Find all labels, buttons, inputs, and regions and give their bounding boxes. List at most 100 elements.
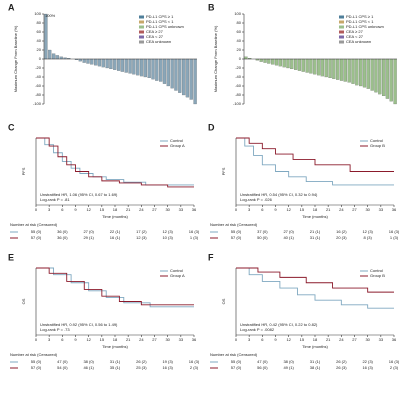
y-axis-label: PFS [221,167,226,175]
legend-label: PD-L1 CPS ≥ 1 [346,14,374,19]
risk-cell: 27 (0) [83,229,94,234]
panel-label: C [8,122,15,132]
bar [170,58,174,89]
x-tick-label: 0 [235,207,238,212]
survival-curve [36,267,194,306]
x-tick-label: 12 [286,337,291,342]
bar [339,58,344,81]
risk-cell: 29 (1) [83,235,94,240]
legend-label: Group A [170,273,185,278]
risk-cell: 26 (2) [136,359,147,364]
bar [359,58,363,87]
y-tick-label: -100 [233,101,242,106]
legend-label: Control [170,268,183,273]
bar [366,58,370,89]
x-tick-label: 36 [192,337,197,342]
survival-curve [236,267,394,293]
bar [389,58,393,102]
risk-cell: 56 (0) [257,365,268,370]
survival-curve [36,267,194,308]
bar [59,56,63,60]
x-tick-label: 21 [126,207,131,212]
risk-cell: 2 (3) [190,365,199,370]
y-tick-label: -40 [235,74,242,79]
legend-label: CEA unknown [346,39,371,44]
risk-title: Number at risk (Censored) [10,222,58,227]
risk-cell: 2 (3) [390,365,399,370]
bar [120,58,125,72]
x-tick-label: 0 [35,337,38,342]
risk-cell: 12 (3) [362,229,373,234]
bar [155,58,159,81]
bar [393,58,397,105]
risk-cell: 16 (3) [162,365,173,370]
legend-label: Control [370,138,383,143]
risk-cell: 26 (2) [336,359,347,364]
risk-cell: 16 (3) [389,229,400,234]
bar [94,58,98,66]
x-tick-label: 27 [352,337,357,342]
bar [178,58,182,93]
bar [128,58,132,74]
y-tick-label: -20 [35,65,42,70]
x-tick-label: 33 [379,337,384,342]
legend-swatch [139,15,144,19]
x-tick-label: 24 [139,207,144,212]
p-value: Log-rank P = .81 [40,197,70,202]
hazard-ratio: Unstratified HR, 0.42 (95% CI, 0.22 to 0… [240,322,318,327]
bar [297,58,302,71]
bar [286,58,290,69]
y-tick-label: -40 [35,74,42,79]
y-tick-label: 100 [34,11,41,16]
legend-label: CEA < 27 [346,34,364,39]
bar [320,58,325,77]
bar [109,58,113,69]
bar [48,49,52,60]
y-axis-label: OS [221,298,226,304]
bar [267,58,271,64]
risk-cell: 16 (1) [110,235,121,240]
y-tick-label: 80 [237,20,242,25]
risk-cell: 40 (1) [283,235,294,240]
x-axis-label: Time (months) [102,344,128,349]
x-tick-label: 24 [139,337,144,342]
x-tick-label: 24 [339,207,344,212]
x-tick-label: 30 [165,337,170,342]
bar [136,58,140,76]
legend-label: CEA ≥ 27 [346,29,364,34]
survival-curve [236,137,394,186]
bar [124,58,128,73]
x-tick-label: 9 [74,337,77,342]
x-tick-label: 6 [61,337,64,342]
x-tick-label: 15 [300,337,305,342]
x-tick-label: 12 [286,207,291,212]
legend-swatch [139,20,144,24]
bar [105,58,109,69]
bar [174,58,178,91]
bar [370,58,374,91]
survival-curve [236,137,394,172]
x-tick-label: 6 [261,337,264,342]
y-tick-label: 80 [37,20,42,25]
risk-cell: 31 (1) [310,235,321,240]
risk-cell: 20 (3) [336,235,347,240]
bar [185,58,190,98]
x-tick-label: 9 [74,207,77,212]
risk-cell: 1 (3) [390,235,399,240]
x-tick-label: 30 [165,207,170,212]
legend-swatch [339,20,344,24]
y-axis-label: Maximum Change From Baseline (%) [213,25,218,92]
bar [385,58,390,99]
bar [282,58,286,68]
risk-cell: 36 (0) [57,229,68,234]
x-tick-label: 6 [261,207,264,212]
legend-label: PD-L1 CPS unknown [146,24,184,29]
legend-label: CEA ≥ 27 [146,29,164,34]
risk-cell: 54 (0) [57,365,68,370]
panel-label: E [8,252,14,262]
bar [278,58,282,67]
bar [44,13,48,60]
p-value: Log-rank P = .73 [40,327,70,332]
risk-cell: 25 (3) [136,365,147,370]
